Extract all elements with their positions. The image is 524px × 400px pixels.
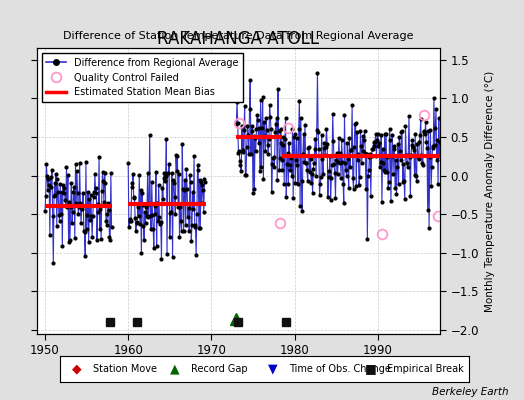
Title: RAKAHANGA ATOLL: RAKAHANGA ATOLL (157, 30, 320, 48)
Text: ▲: ▲ (170, 362, 180, 376)
Text: Difference of Station Temperature Data from Regional Average: Difference of Station Temperature Data f… (63, 31, 413, 41)
Text: Station Move: Station Move (93, 364, 157, 374)
Text: ◆: ◆ (72, 362, 81, 376)
Text: Empirical Break: Empirical Break (387, 364, 464, 374)
Text: ■: ■ (365, 362, 377, 376)
Y-axis label: Monthly Temperature Anomaly Difference (°C): Monthly Temperature Anomaly Difference (… (485, 70, 495, 312)
Text: Berkeley Earth: Berkeley Earth (432, 387, 508, 397)
Text: Time of Obs. Change: Time of Obs. Change (289, 364, 391, 374)
Text: ▼: ▼ (268, 362, 278, 376)
Legend: Difference from Regional Average, Quality Control Failed, Estimated Station Mean: Difference from Regional Average, Qualit… (41, 53, 243, 102)
Text: Record Gap: Record Gap (191, 364, 248, 374)
